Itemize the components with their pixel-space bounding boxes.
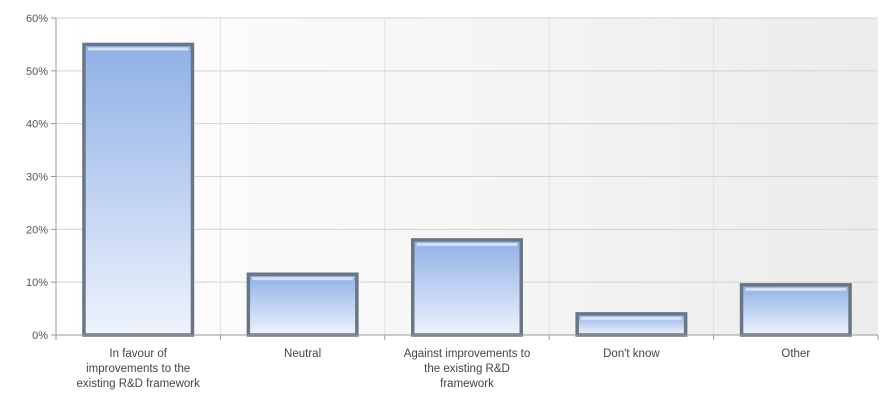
y-tick-label: 0% xyxy=(32,330,48,342)
bar-highlight xyxy=(87,47,189,51)
x-axis-labels: In favour of improvements to the existing … xyxy=(77,348,811,390)
y-tick-label: 50% xyxy=(26,66,48,78)
x-tick-label: Neutral xyxy=(284,348,321,360)
bar-1 xyxy=(82,42,195,337)
y-tick-label: 10% xyxy=(26,277,48,289)
bar-2 xyxy=(246,272,359,337)
y-tick-label: 20% xyxy=(26,224,48,236)
bar-highlight xyxy=(581,316,682,320)
bar-highlight xyxy=(416,242,518,246)
y-tick-label: 60% xyxy=(26,13,48,25)
bar-5 xyxy=(739,283,852,337)
x-tick-label: Other xyxy=(781,348,810,360)
x-tick-label: Don't know xyxy=(603,348,660,360)
y-tick-label: 40% xyxy=(26,119,48,131)
bar-3 xyxy=(410,238,524,337)
y-axis-ticks: 0% 10% 20% 30% 40% 50% 60% xyxy=(26,13,56,342)
x-tick-label: Against improvements to the existing R&D f… xyxy=(404,348,531,390)
y-tick-label: 30% xyxy=(26,172,48,184)
bar-highlight xyxy=(252,277,353,281)
x-tick-label: In favour of improvements to the existing … xyxy=(77,348,201,390)
bar-highlight xyxy=(745,287,847,291)
